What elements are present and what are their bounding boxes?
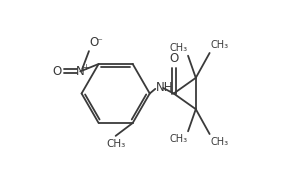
Text: +: +: [82, 63, 89, 72]
Text: O: O: [53, 65, 62, 78]
Text: O: O: [169, 52, 178, 65]
Text: NH: NH: [156, 82, 174, 94]
Text: ⁻: ⁻: [96, 37, 102, 47]
Text: CH₃: CH₃: [169, 43, 187, 53]
Text: CH₃: CH₃: [210, 137, 229, 147]
Text: CH₃: CH₃: [106, 139, 125, 149]
Text: CH₃: CH₃: [169, 134, 187, 144]
Text: CH₃: CH₃: [210, 40, 229, 50]
Text: O: O: [90, 36, 99, 49]
Text: N: N: [76, 65, 85, 78]
